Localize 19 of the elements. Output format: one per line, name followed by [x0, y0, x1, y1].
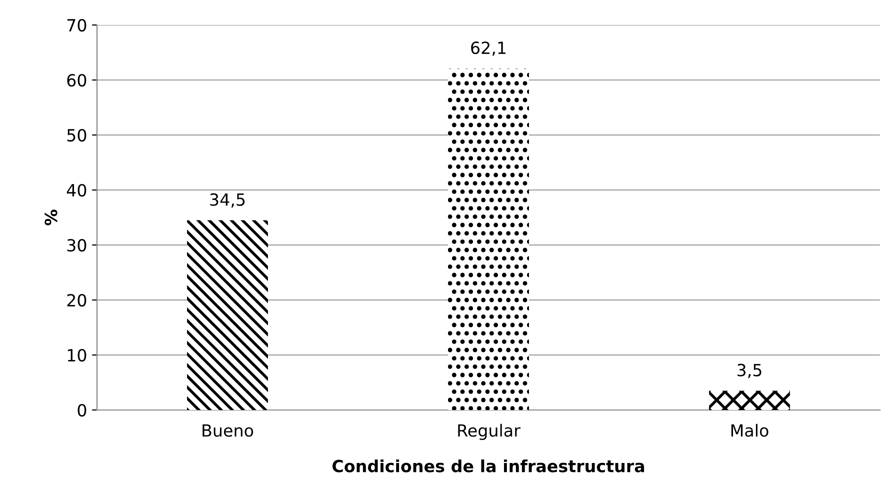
data-label: 34,5	[210, 193, 245, 208]
y-tick-label: 60	[67, 74, 86, 87]
x-tick-label: Regular	[458, 424, 520, 440]
y-tick-label: 50	[67, 128, 86, 142]
bar	[448, 68, 529, 410]
y-tick-label: 0	[78, 404, 86, 417]
x-tick-label: Bueno	[202, 424, 254, 437]
x-axis-title: Condiciones de la infraestructura	[332, 459, 644, 472]
y-tick-label: 10	[68, 348, 86, 362]
y-axis-title: %	[44, 210, 58, 226]
bar	[187, 220, 268, 410]
y-tick-label: 30	[67, 238, 86, 252]
x-tick-label: Malo	[731, 424, 768, 437]
bar	[709, 390, 790, 410]
data-label: 3,5	[738, 364, 762, 378]
y-tick-label: 20	[67, 294, 86, 307]
data-label: 62,1	[471, 42, 506, 56]
y-tick-label: 40	[66, 184, 86, 197]
y-tick-label: 70	[67, 18, 86, 32]
